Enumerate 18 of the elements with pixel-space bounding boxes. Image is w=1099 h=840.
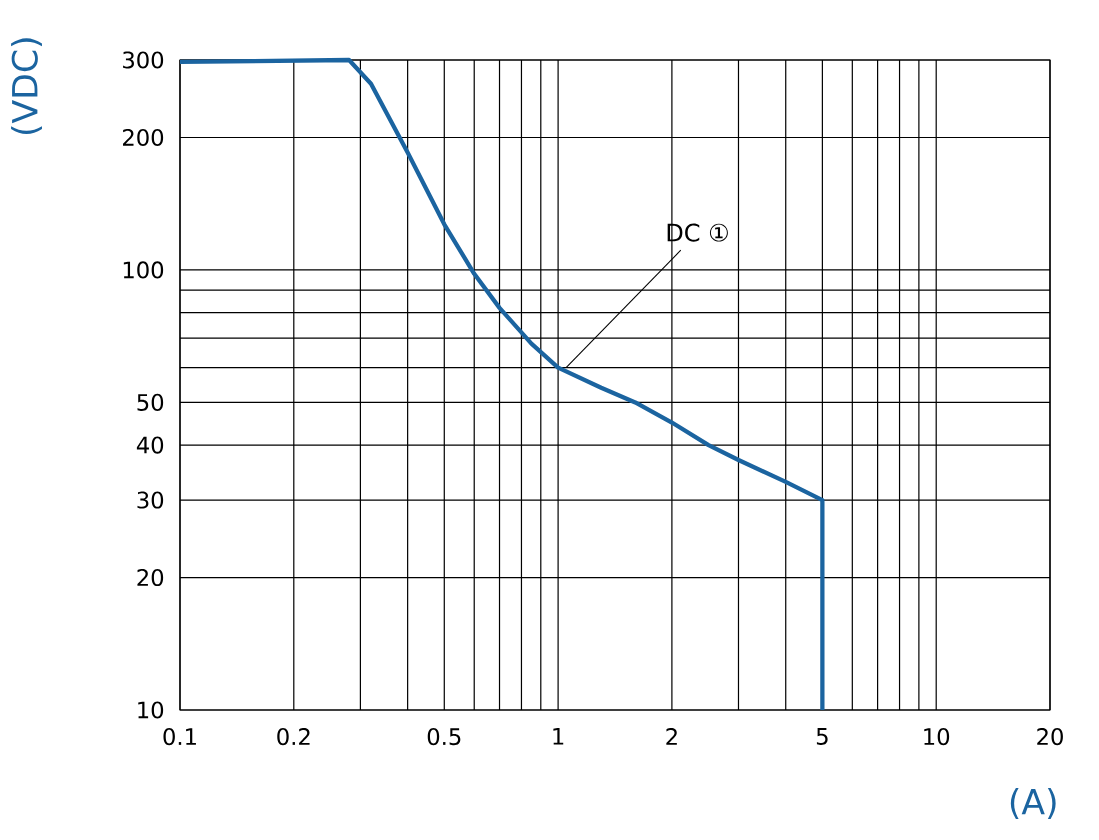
x-tick-label: 0.2 xyxy=(277,728,310,746)
x-axis-title: (A) xyxy=(1010,788,1056,819)
y-tick-label: 50 xyxy=(137,393,164,411)
y-axis-title: (VDC) xyxy=(11,38,42,135)
y-tick-label: 20 xyxy=(137,568,164,587)
x-tick-label: 0.5 xyxy=(427,728,461,746)
y-tick-label: 100 xyxy=(123,261,164,279)
y-tick-label: 200 xyxy=(123,128,164,147)
y-tick-label: 300 xyxy=(123,51,164,69)
y-tick-label: 30 xyxy=(137,491,164,509)
x-tick-label: 2 xyxy=(666,728,677,745)
x-tick-label: 0.1 xyxy=(163,728,196,746)
x-tick-label: 1 xyxy=(553,728,564,745)
x-tick-label: 20 xyxy=(1037,728,1063,746)
y-tick-label: 40 xyxy=(136,436,164,454)
x-tick-label: 5 xyxy=(816,728,828,745)
y-tick-label: 10 xyxy=(138,701,164,719)
x-tick-label: 10 xyxy=(924,728,950,746)
